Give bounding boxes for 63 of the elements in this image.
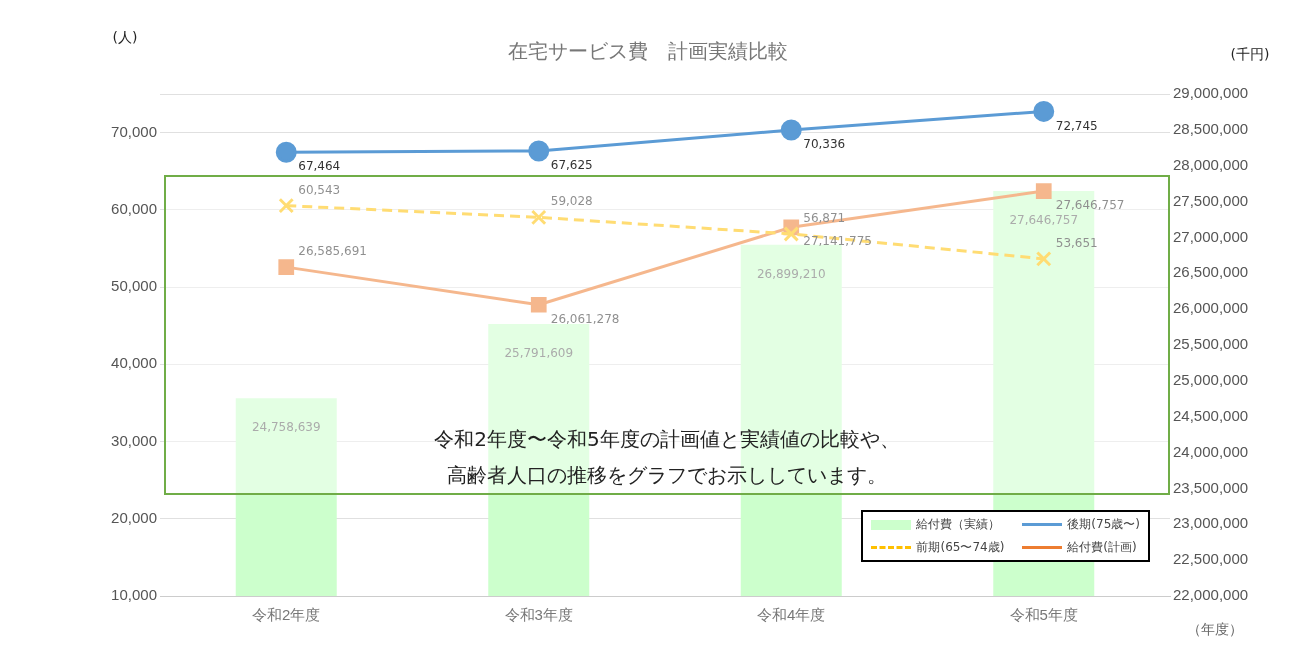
x-tick-label: 令和5年度 xyxy=(1009,606,1078,624)
annotation: 令和2年度〜令和5年度の計画値と実績値の比較や、 xyxy=(434,426,900,453)
point xyxy=(1035,183,1052,199)
y2-tick-label: 27,500,000 xyxy=(1173,191,1249,209)
x-axis-title: （年度） xyxy=(1187,620,1243,637)
y-tick-label: 60,000 xyxy=(111,199,157,217)
y2-tick-label: 22,000,000 xyxy=(1173,586,1249,604)
x-tick-label: 令和3年度 xyxy=(504,606,573,624)
y2-tick-label: 24,000,000 xyxy=(1173,442,1249,460)
data-label: 67,464 xyxy=(298,159,341,174)
y2-tick-label: 23,000,000 xyxy=(1173,514,1249,532)
data-label: 72,745 xyxy=(1055,118,1098,133)
y-tick-label: 40,000 xyxy=(111,354,157,372)
point xyxy=(528,140,550,162)
data-label: 26,585,691 xyxy=(298,244,367,259)
y2-tick-label: 22,500,000 xyxy=(1173,550,1249,568)
y2-tick-label: 26,500,000 xyxy=(1173,263,1249,281)
legend-label: 後期(75歳〜) xyxy=(1067,516,1140,533)
y-tick-label: 70,000 xyxy=(111,122,157,140)
legend-label: 給付費（実績） xyxy=(916,516,1001,533)
x-tick-label: 令和4年度 xyxy=(757,606,826,624)
x-tick-label: 令和2年度 xyxy=(252,606,321,624)
y-axis-title: (人) xyxy=(112,28,138,45)
data-label: 27,141,775 xyxy=(803,234,872,249)
y-tick-label: 20,000 xyxy=(111,508,157,526)
data-label: 56,871 xyxy=(803,211,846,226)
data-label: 59,028 xyxy=(550,194,593,209)
data-label: 27,646,757 xyxy=(1055,198,1125,213)
point xyxy=(1035,251,1052,267)
y2-tick-label: 28,500,000 xyxy=(1173,120,1249,137)
data-label: 26,061,278 xyxy=(550,311,620,326)
data-label: 26,899,210 xyxy=(756,266,826,281)
point xyxy=(275,141,297,163)
y2-tick-label: 27,000,000 xyxy=(1173,227,1249,245)
y-tick-label: 50,000 xyxy=(111,277,157,295)
y2-tick-label: 29,000,000 xyxy=(1173,84,1249,102)
legend-label: 給付費(計画) xyxy=(1067,539,1137,556)
data-label: 67,625 xyxy=(550,158,593,173)
data-label: 24,758,639 xyxy=(251,420,321,435)
data-label: 53,651 xyxy=(1055,236,1098,250)
data-label: 25,791,609 xyxy=(504,346,574,361)
y-tick-label: 30,000 xyxy=(111,431,157,449)
chart-title: 在宅サービス費 計画実績比較 xyxy=(507,39,788,62)
data-label: 27,646,757 xyxy=(1009,213,1079,228)
y2-tick-label: 26,000,000 xyxy=(1173,299,1249,317)
y2-tick-label: 25,500,000 xyxy=(1173,335,1249,353)
point xyxy=(530,296,547,313)
y2-tick-label: 28,000,000 xyxy=(1173,155,1249,173)
point xyxy=(278,197,295,214)
y2-tick-label: 24,500,000 xyxy=(1173,406,1249,424)
point xyxy=(278,259,295,275)
data-label: 70,336 xyxy=(803,137,846,152)
y2-tick-label: 25,000,000 xyxy=(1173,371,1249,388)
point xyxy=(783,226,800,242)
y-tick-label: 10,000 xyxy=(111,586,157,604)
annotation: 高齢者人口の推移をグラフでお示ししています。 xyxy=(447,462,887,489)
point xyxy=(530,209,547,226)
legend-label: 前期(65〜74歳) xyxy=(916,539,1005,556)
y2-tick-label: 23,500,000 xyxy=(1173,478,1249,496)
point xyxy=(1033,100,1055,122)
y2-axis-title: (千円) xyxy=(1230,45,1270,62)
data-label: 60,543 xyxy=(298,182,341,197)
point xyxy=(780,119,802,141)
